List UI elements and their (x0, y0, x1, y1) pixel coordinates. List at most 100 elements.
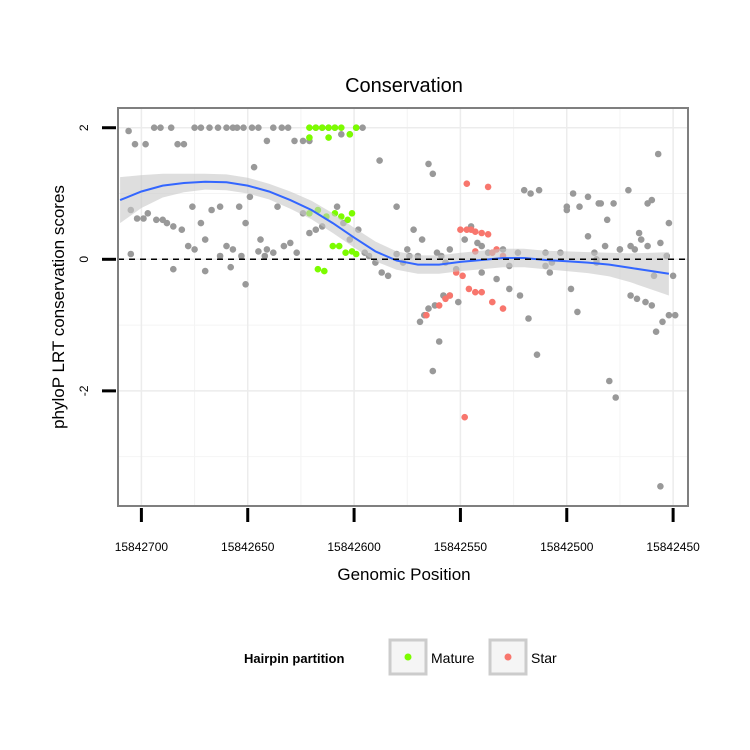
point-other (359, 124, 366, 131)
point-other (527, 190, 534, 197)
point-other (153, 216, 160, 224)
point-mature (352, 124, 360, 131)
point-other (516, 292, 524, 299)
point-other (665, 311, 673, 319)
point-mature (335, 242, 343, 250)
point-other (642, 298, 649, 306)
point-other (223, 242, 230, 250)
point-other (644, 242, 651, 250)
x-tick-label: 15842600 (327, 540, 381, 554)
point-other (238, 252, 245, 260)
point-other (163, 219, 171, 227)
point-other (612, 394, 619, 401)
point-other (287, 239, 294, 247)
point-other (191, 124, 198, 131)
point-other (240, 124, 247, 131)
legend-dot-mature (404, 653, 412, 661)
panel-background (118, 108, 688, 506)
point-star (442, 295, 449, 303)
point-other (659, 318, 666, 326)
point-mature (331, 124, 339, 131)
point-mature (338, 124, 345, 131)
point-other (214, 124, 222, 131)
point-other (201, 267, 209, 275)
point-other (157, 124, 164, 131)
point-other (170, 223, 177, 230)
point-mature (306, 134, 313, 141)
legend: Hairpin partition Mature Star (244, 638, 557, 676)
point-other (291, 137, 298, 145)
point-other (416, 318, 424, 326)
point-other (293, 249, 301, 256)
point-other (233, 124, 241, 131)
chart-title: Conservation (345, 75, 463, 97)
point-star (478, 229, 486, 237)
point-other (567, 285, 575, 293)
point-other (191, 246, 198, 253)
point-other (378, 269, 386, 276)
point-other (270, 124, 277, 131)
point-other (208, 206, 215, 214)
point-other (235, 203, 243, 210)
point-other (144, 210, 152, 217)
point-star (461, 413, 469, 421)
point-other (242, 281, 249, 288)
y-axis-title: phyloP LRT conservation scores (49, 185, 68, 429)
point-other (131, 140, 139, 148)
point-other (312, 226, 320, 233)
point-other (627, 242, 634, 250)
point-other (263, 137, 271, 145)
point-other (627, 292, 634, 299)
point-other (255, 248, 262, 255)
point-other (446, 246, 454, 253)
point-other (333, 203, 341, 210)
point-other (197, 219, 205, 227)
point-other (338, 131, 345, 138)
point-star (472, 288, 479, 296)
point-other (584, 233, 592, 240)
point-other (257, 236, 264, 243)
point-other (669, 272, 677, 280)
x-tick-label: 15842450 (646, 540, 700, 554)
point-other (216, 203, 224, 210)
point-other (174, 140, 181, 148)
point-other (520, 186, 528, 194)
legend-label-star: Star (531, 650, 557, 666)
point-star (489, 298, 496, 306)
point-other (270, 249, 277, 256)
point-mature (348, 210, 356, 217)
point-other (671, 311, 679, 319)
point-other (546, 269, 554, 276)
point-other (227, 263, 234, 271)
point-other (584, 193, 592, 201)
point-other (478, 269, 486, 276)
point-other (506, 285, 513, 293)
point-star (472, 228, 479, 235)
point-other (569, 190, 577, 197)
point-other (150, 124, 158, 131)
point-other (140, 215, 147, 222)
point-other (563, 206, 571, 214)
x-axis-title: Genomic Position (337, 565, 470, 584)
point-other (223, 124, 230, 131)
smooth-line (119, 180, 670, 275)
point-other (178, 226, 186, 233)
x-tick-label: 15842550 (434, 540, 488, 554)
point-mature (352, 250, 360, 258)
point-mature (318, 124, 326, 131)
point-other (261, 252, 269, 260)
point-other (170, 265, 177, 273)
point-other (248, 124, 256, 131)
point-other (167, 124, 175, 131)
point-other (274, 203, 281, 210)
point-star (478, 288, 486, 296)
point-other (142, 140, 149, 148)
point-other (601, 242, 609, 250)
point-other (603, 216, 611, 224)
point-star (423, 311, 430, 319)
point-mature (325, 124, 332, 131)
point-other (574, 308, 581, 316)
point-other (284, 124, 292, 131)
point-other (657, 239, 664, 247)
point-mature (314, 265, 322, 273)
